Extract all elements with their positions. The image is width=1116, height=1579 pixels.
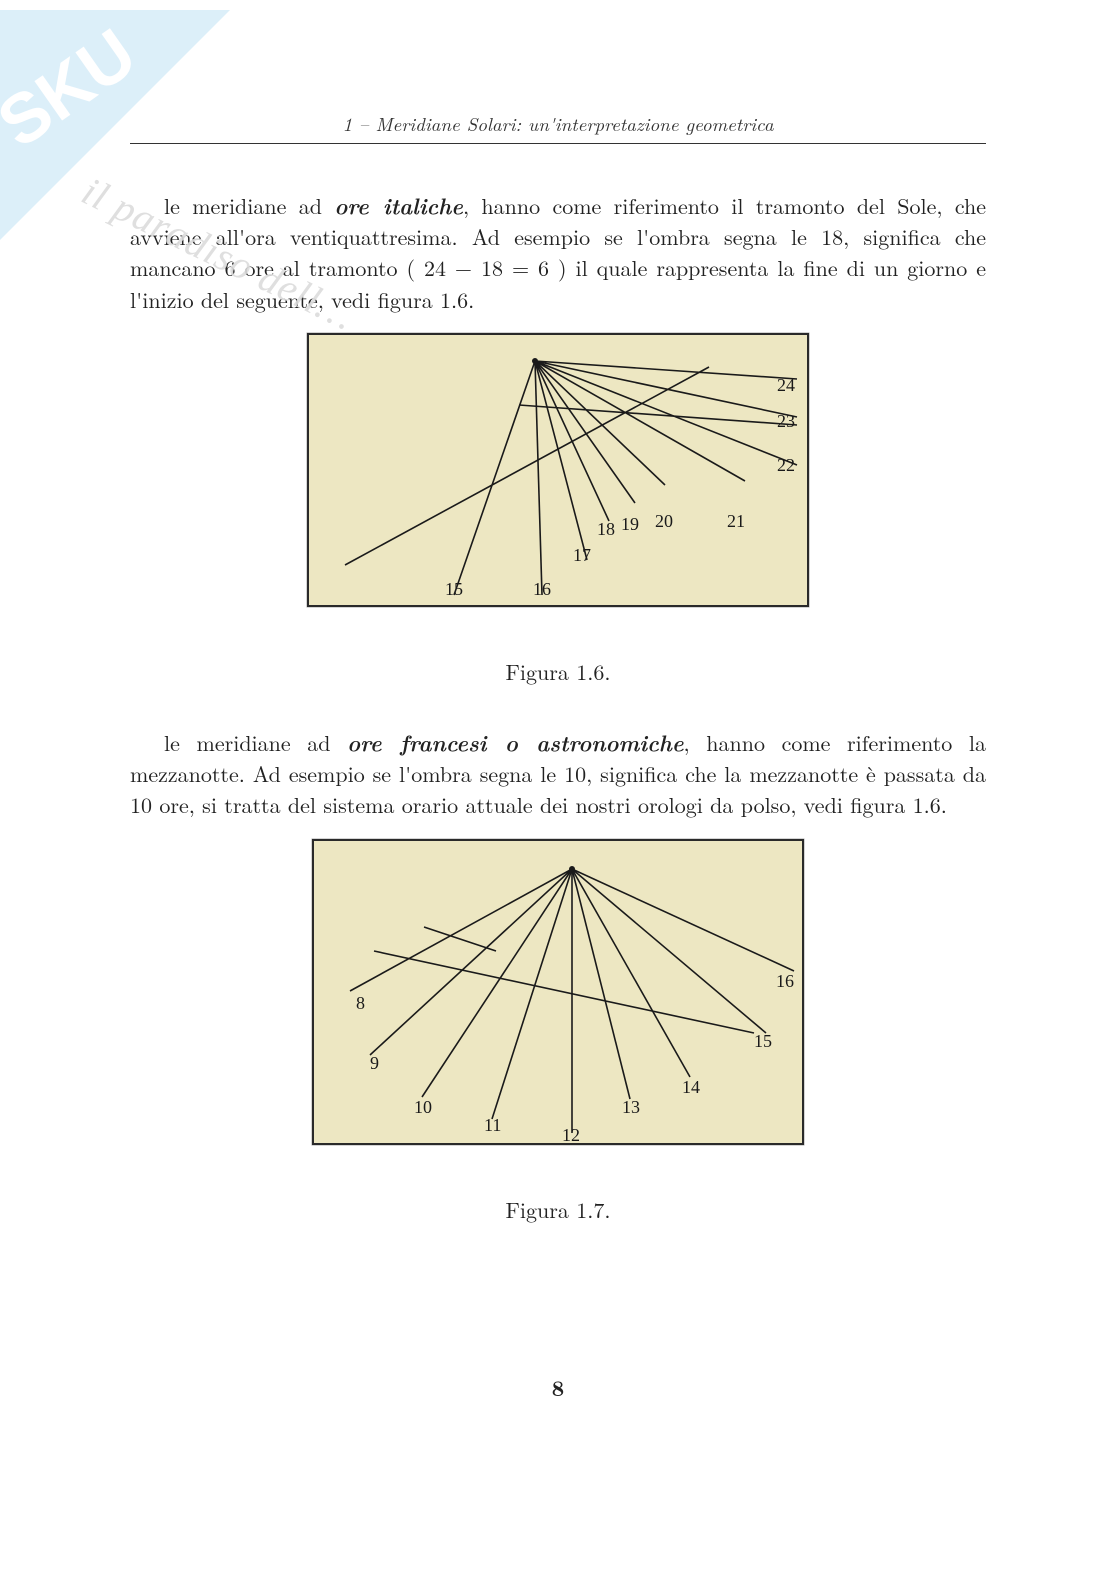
p2-bold: ore francesi o astronomiche (347, 726, 683, 758)
sundial-hour-label: 21 (727, 511, 745, 531)
sundial-hour-label: 20 (655, 511, 673, 531)
p1-bold: ore italiche (334, 189, 463, 221)
p2-prefix: le meridiane ad (164, 727, 347, 758)
p1-prefix: le meridiane ad (164, 190, 334, 221)
sundial-hour-label: 19 (621, 514, 639, 534)
sundial-hour-label: 11 (484, 1115, 501, 1135)
sundial-hour-label: 16 (533, 579, 551, 599)
sundial-hour-label: 9 (370, 1053, 379, 1073)
sundial-hour-label: 10 (414, 1097, 432, 1117)
sundial-hour-label: 8 (356, 993, 365, 1013)
figure-1-6-svg: 15 16 17 18 19 20 21 22 23 24 (309, 335, 807, 605)
sundial-hour-label: 12 (562, 1125, 580, 1143)
sundial-hour-label: 24 (777, 375, 795, 395)
sundial-hour-label: 15 (754, 1031, 772, 1051)
sundial-hour-label: 18 (597, 519, 615, 539)
figure-1-7-caption: Figura 1.7. (130, 1194, 986, 1225)
gnomon-dot (569, 866, 575, 872)
sundial-hour-label: 14 (682, 1077, 700, 1097)
paragraph-ore-italiche: le meridiane ad ore italiche, hanno come… (130, 190, 986, 315)
gnomon-dot (532, 358, 538, 364)
paragraph-ore-francesi: le meridiane ad ore francesi o astronomi… (130, 727, 986, 821)
page: SKU il paradiso dell… 1 – Meridiane Sola… (0, 0, 1116, 1579)
sundial-hour-label: 16 (776, 971, 794, 991)
figure-1-6-wrap: 15 16 17 18 19 20 21 22 23 24 (130, 333, 986, 612)
sundial-hour-label: 23 (777, 411, 795, 431)
page-number: 8 (0, 1372, 1116, 1403)
sundial-hour-label: 17 (573, 545, 591, 565)
figure-1-7-wrap: 8 9 10 11 12 13 14 15 16 (130, 839, 986, 1150)
figure-1-7: 8 9 10 11 12 13 14 15 16 (312, 839, 804, 1145)
sundial-hour-label: 22 (777, 455, 795, 475)
running-header: 1 – Meridiane Solari: un'interpretazione… (130, 110, 986, 144)
figure-1-7-svg: 8 9 10 11 12 13 14 15 16 (314, 841, 802, 1143)
watermark-text: SKU (0, 14, 150, 163)
sundial-hour-label: 13 (622, 1097, 640, 1117)
figure-1-6: 15 16 17 18 19 20 21 22 23 24 (307, 333, 809, 607)
figure-1-6-caption: Figura 1.6. (130, 656, 986, 687)
sundial-hour-label: 15 (445, 579, 463, 599)
